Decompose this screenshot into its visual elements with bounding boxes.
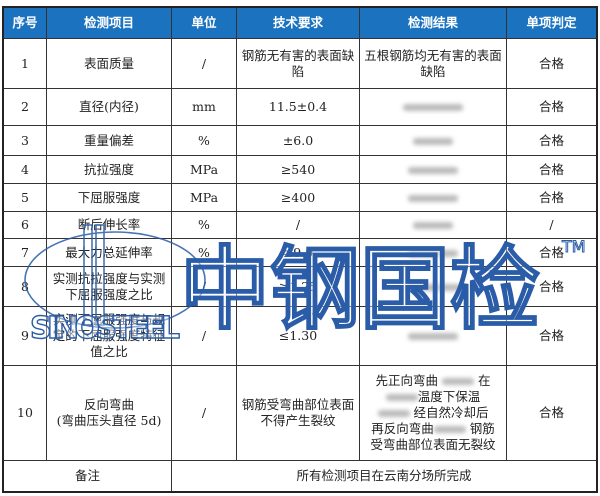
table-row: 9 实测下屈服强度与规定的下屈服强度特征值之比 / ≤1.30 合格 — [2, 306, 598, 366]
unit: % — [171, 238, 237, 267]
unit: MPa — [171, 183, 237, 212]
requirement: ≥400 — [236, 183, 360, 212]
verdict: 合格 — [506, 266, 598, 307]
verdict: 合格 — [506, 238, 598, 267]
row-number: 1 — [2, 38, 47, 89]
table-row: 10 反向弯曲 (弯曲压头直径 5d) / 钢筋受弯曲部位表面不得产生裂纹 先正向弯曲 … — [2, 365, 598, 461]
result-text: 受弯曲部位表面无裂纹 — [370, 437, 496, 452]
result: 先正向弯曲 在温度下保温 经自然冷却后 再反向弯曲 钢筋 受弯曲部位表面无裂纹 — [359, 365, 507, 461]
verdict: 合格 — [506, 183, 598, 212]
table-row: 2 直径(内径) mm 11.5±0.4 合格 — [2, 88, 598, 126]
result-text: 先正向弯曲 — [375, 373, 439, 388]
unit: MPa — [171, 155, 237, 184]
item-name: 抗拉强度 — [46, 155, 172, 184]
note-text: 所有检测项目在云南分场所完成 — [171, 460, 598, 492]
col-header: 检测结果 — [359, 6, 507, 39]
unit: / — [171, 365, 237, 461]
item-name: 表面质量 — [46, 38, 172, 89]
item-name: 直径(内径) — [46, 88, 172, 126]
requirement: ≥540 — [236, 155, 360, 184]
item-name: 最大力总延伸率 — [46, 238, 172, 267]
unit: % — [171, 211, 237, 239]
col-header: 检测项目 — [46, 6, 172, 39]
row-number: 9 — [2, 306, 47, 366]
table-row: 6 断后伸长率% / / — [2, 211, 598, 239]
item-name: 下屈服强度 — [46, 183, 172, 212]
note-label: 备注 — [2, 460, 172, 492]
unit: mm — [171, 88, 237, 126]
table-row: 7 最大力总延伸率% ≥9.0 合格 — [2, 238, 598, 267]
unit: % — [171, 125, 237, 156]
unit: / — [171, 38, 237, 89]
verdict: 合格 — [506, 365, 598, 461]
result — [359, 306, 507, 366]
requirement: 11.5±0.4 — [236, 88, 360, 126]
row-number: 6 — [2, 211, 47, 239]
requirement: 钢筋无有害的表面缺陷 — [236, 38, 360, 89]
item-name: 反向弯曲 (弯曲压头直径 5d) — [46, 365, 172, 461]
col-header: 技术要求 — [236, 6, 360, 39]
table-row: 5 下屈服强度 MPa ≥400 合格 — [2, 183, 598, 212]
verdict: 合格 — [506, 88, 598, 126]
row-number: 5 — [2, 183, 47, 212]
unit: / — [171, 306, 237, 366]
requirement: / — [236, 211, 360, 239]
verdict: 合格 — [506, 38, 598, 89]
result — [359, 238, 507, 267]
result — [359, 211, 507, 239]
result-text: 再反向弯曲 — [371, 421, 434, 436]
verdict: 合格 — [506, 306, 598, 366]
verdict: / — [506, 211, 598, 239]
requirement: 钢筋受弯曲部位表面不得产生裂纹 — [236, 365, 360, 461]
result — [359, 266, 507, 307]
col-header: 单位 — [171, 6, 237, 39]
requirement: ≥9.0 — [236, 238, 360, 267]
table-row: 4 抗拉强度 MPa ≥540 合格 — [2, 155, 598, 184]
table-row: 1 表面质量 / 钢筋无有害的表面缺陷 五根钢筋均无有害的表面缺陷 合格 — [2, 38, 598, 89]
unit: / — [171, 266, 237, 307]
inspection-table: 序号 检测项目 单位 技术要求 检测结果 单项判定 1 表面质量 / 钢筋无有害的表面… — [2, 6, 598, 493]
col-header: 单项判定 — [506, 6, 598, 39]
result — [359, 155, 507, 184]
row-number: 7 — [2, 238, 47, 267]
verdict: 合格 — [506, 155, 598, 184]
row-number: 8 — [2, 266, 47, 307]
result-text: 经自然冷却后 — [413, 405, 489, 420]
row-number: 2 — [2, 88, 47, 126]
col-header: 序号 — [2, 6, 47, 39]
result — [359, 183, 507, 212]
row-number: 4 — [2, 155, 47, 184]
table-row: 3 重量偏差% ±6.0 合格 — [2, 125, 598, 156]
result-text: 在 — [477, 373, 491, 388]
requirement: ±6.0 — [236, 125, 360, 156]
requirement: ≤1.30 — [236, 306, 360, 366]
note-row: 备注 所有检测项目在云南分场所完成 — [2, 460, 598, 492]
item-name: 重量偏差 — [46, 125, 172, 156]
result-text: 温度下保温 — [417, 389, 481, 404]
item-name: 实测抗拉强度与实测下屈服强度之比 — [46, 266, 172, 307]
row-number: 3 — [2, 125, 47, 156]
item-name: 断后伸长率 — [46, 211, 172, 239]
item-name: 实测下屈服强度与规定的下屈服强度特征值之比 — [46, 306, 172, 366]
header-row: 序号 检测项目 单位 技术要求 检测结果 单项判定 — [2, 6, 598, 39]
result-text: 钢筋 — [469, 421, 495, 436]
result — [359, 88, 507, 126]
requirement: ≥1.25 — [236, 266, 360, 307]
result — [359, 125, 507, 156]
result: 五根钢筋均无有害的表面缺陷 — [359, 38, 507, 89]
verdict: 合格 — [506, 125, 598, 156]
row-number: 10 — [2, 365, 47, 461]
table-row: 8 实测抗拉强度与实测下屈服强度之比 / ≥1.25 合格 — [2, 266, 598, 307]
